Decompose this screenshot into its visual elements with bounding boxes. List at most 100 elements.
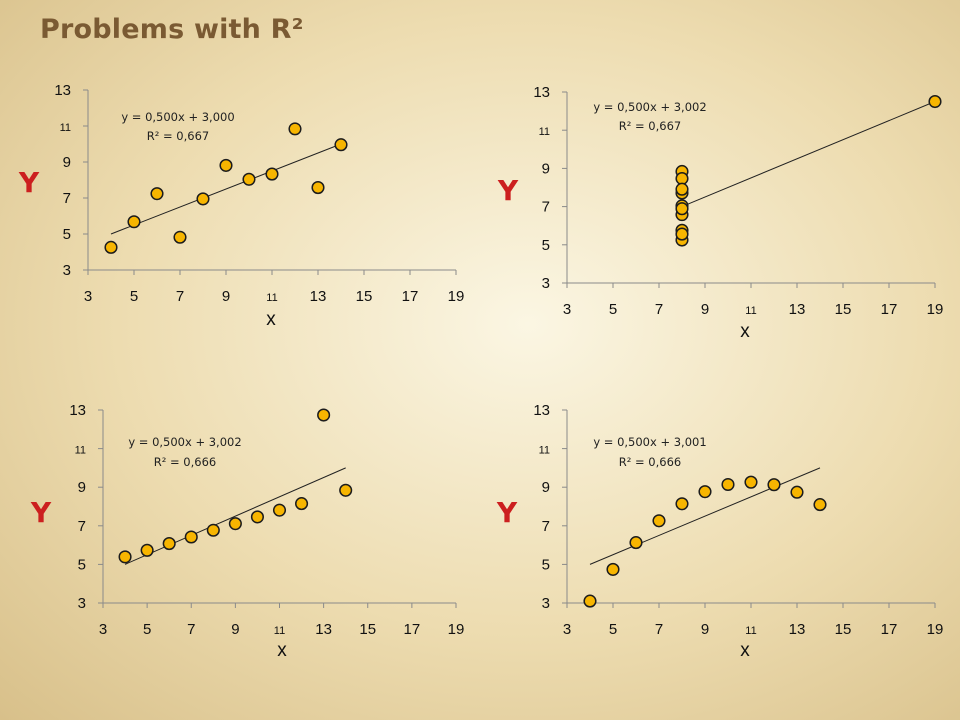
y-tick-label: 13 — [533, 402, 550, 419]
data-point — [767, 478, 781, 492]
x-axis-label: x — [277, 640, 287, 661]
x-tick-label: 15 — [359, 621, 376, 638]
x-tick-label: 3 — [563, 621, 571, 638]
data-point — [228, 517, 242, 531]
data-point — [265, 167, 279, 181]
trendline-equation: y = 0,500x + 3,002 — [593, 100, 706, 114]
trendline — [681, 101, 936, 208]
data-point — [334, 138, 348, 152]
data-point — [104, 240, 118, 254]
trendline — [124, 467, 346, 565]
data-point — [242, 172, 256, 186]
x-tick-label: 13 — [789, 621, 806, 638]
y-tick-label: 3 — [78, 595, 86, 612]
data-point — [173, 230, 187, 244]
y-axis-label: Y — [496, 496, 518, 529]
data-point — [288, 122, 302, 136]
data-point — [675, 202, 689, 216]
x-tick-label: 7 — [655, 621, 663, 638]
data-point — [928, 95, 942, 109]
x-tick-label: 9 — [222, 288, 230, 305]
data-point — [698, 485, 712, 499]
x-tick-label: 19 — [448, 288, 465, 305]
y-tick-label: 7 — [542, 518, 550, 535]
x-tick-label: 11 — [745, 625, 756, 637]
y-tick-label: 7 — [542, 199, 550, 216]
x-tick-label: 13 — [315, 621, 332, 638]
y-tick-label: 11 — [539, 126, 550, 138]
x-axis-label: x — [740, 321, 750, 342]
y-tick-label: 5 — [542, 556, 550, 573]
y-tick-label: 13 — [69, 402, 86, 419]
x-tick-label: 15 — [835, 621, 852, 638]
x-tick-label: 7 — [655, 301, 663, 318]
data-point — [583, 594, 597, 608]
r-squared-label: R² = 0,667 — [619, 119, 681, 133]
y-tick-label: 11 — [60, 122, 71, 134]
x-tick-label: 19 — [448, 621, 465, 638]
data-point — [721, 477, 735, 492]
x-tick-label: 13 — [310, 288, 327, 305]
x-tick-label: 17 — [402, 288, 419, 305]
x-tick-label: 11 — [745, 305, 756, 317]
data-point — [744, 475, 758, 489]
data-point — [652, 514, 666, 528]
r-squared-label: R² = 0,666 — [154, 455, 216, 469]
x-tick-label: 9 — [701, 621, 709, 638]
y-axis-label: Y — [18, 166, 40, 199]
x-tick-label: 5 — [130, 288, 138, 305]
y-tick-label: 9 — [542, 479, 550, 496]
x-tick-label: 7 — [187, 621, 195, 638]
x-tick-label: 5 — [143, 621, 151, 638]
y-tick-label: 9 — [542, 160, 550, 177]
data-point — [150, 187, 164, 201]
r-squared-label: R² = 0,666 — [619, 455, 681, 469]
x-tick-label: 13 — [789, 301, 806, 318]
data-point — [813, 498, 827, 512]
data-point — [790, 485, 804, 499]
data-point — [629, 536, 643, 550]
x-tick-label: 9 — [231, 621, 239, 638]
x-axis-label: x — [740, 640, 750, 661]
x-tick-label: 15 — [356, 288, 373, 305]
data-point — [206, 523, 220, 537]
x-tick-label: 19 — [927, 621, 944, 638]
data-point — [675, 227, 689, 241]
y-tick-label: 7 — [78, 518, 86, 535]
data-point — [250, 510, 264, 524]
y-tick-label: 5 — [78, 556, 86, 573]
data-point — [311, 181, 325, 195]
x-tick-label: 17 — [881, 301, 898, 318]
x-axis-label: x — [266, 309, 276, 330]
data-point — [339, 483, 353, 497]
x-tick-label: 5 — [609, 301, 617, 318]
y-axis-label: Y — [30, 496, 52, 529]
y-tick-label: 3 — [542, 275, 550, 292]
trendline-equation: y = 0,500x + 3,002 — [128, 435, 241, 449]
data-point — [184, 530, 198, 544]
data-point — [675, 497, 689, 511]
y-tick-label: 11 — [75, 445, 86, 457]
y-tick-label: 5 — [542, 237, 550, 254]
y-tick-label: 9 — [78, 479, 86, 496]
data-point — [118, 550, 132, 564]
data-point — [127, 215, 141, 229]
x-tick-label: 19 — [927, 301, 944, 318]
x-tick-label: 11 — [266, 292, 277, 304]
data-point — [317, 408, 331, 422]
data-point — [606, 562, 620, 576]
x-tick-label: 7 — [176, 288, 184, 305]
x-tick-label: 3 — [84, 288, 92, 305]
x-tick-label: 11 — [274, 625, 285, 637]
y-tick-label: 7 — [63, 190, 71, 207]
data-point — [219, 158, 233, 172]
y-tick-label: 11 — [539, 445, 550, 457]
data-point — [272, 503, 287, 517]
trendline — [110, 143, 342, 235]
data-point — [140, 543, 154, 557]
x-tick-label: 3 — [99, 621, 107, 638]
